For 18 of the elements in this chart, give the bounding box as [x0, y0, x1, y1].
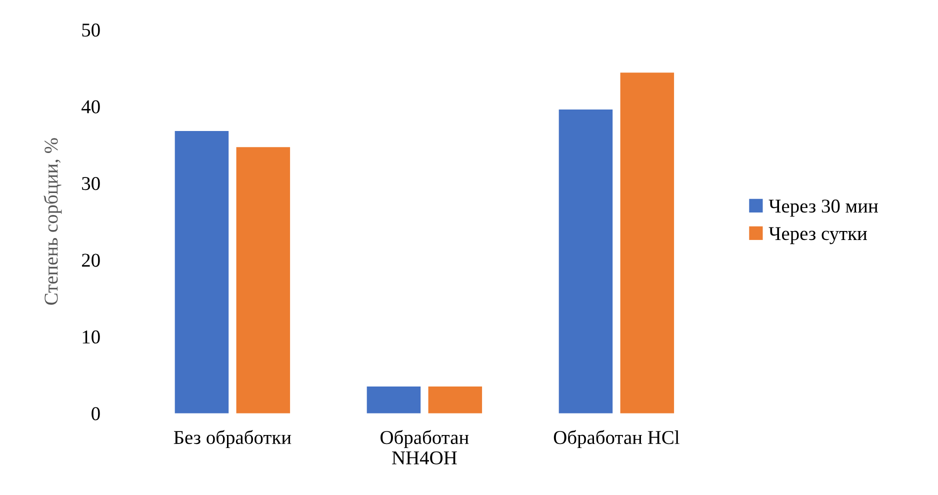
x-tick-label: Обработан NH4OH: [380, 430, 469, 464]
bar: [428, 386, 482, 414]
y-tick-label: 40: [82, 100, 100, 114]
legend-label: Через 30 мин: [768, 200, 878, 217]
y-tick-label: 0: [92, 407, 100, 420]
y-tick-label: 30: [82, 176, 100, 190]
bar: [236, 147, 290, 414]
y-tick-label: 50: [82, 24, 100, 37]
y-tick-label: 10: [82, 330, 100, 344]
bar: [174, 130, 229, 414]
x-tick-label: Обработан HCl: [554, 430, 680, 448]
y-axis-title: Степень сорбции, %: [44, 138, 62, 305]
bar: [558, 109, 613, 414]
legend-label: Через сутки: [768, 227, 867, 244]
y-tick-label: 20: [82, 254, 100, 267]
x-tick-label: Без обработки: [174, 430, 292, 448]
bar: [620, 72, 674, 414]
bar: [366, 386, 421, 414]
